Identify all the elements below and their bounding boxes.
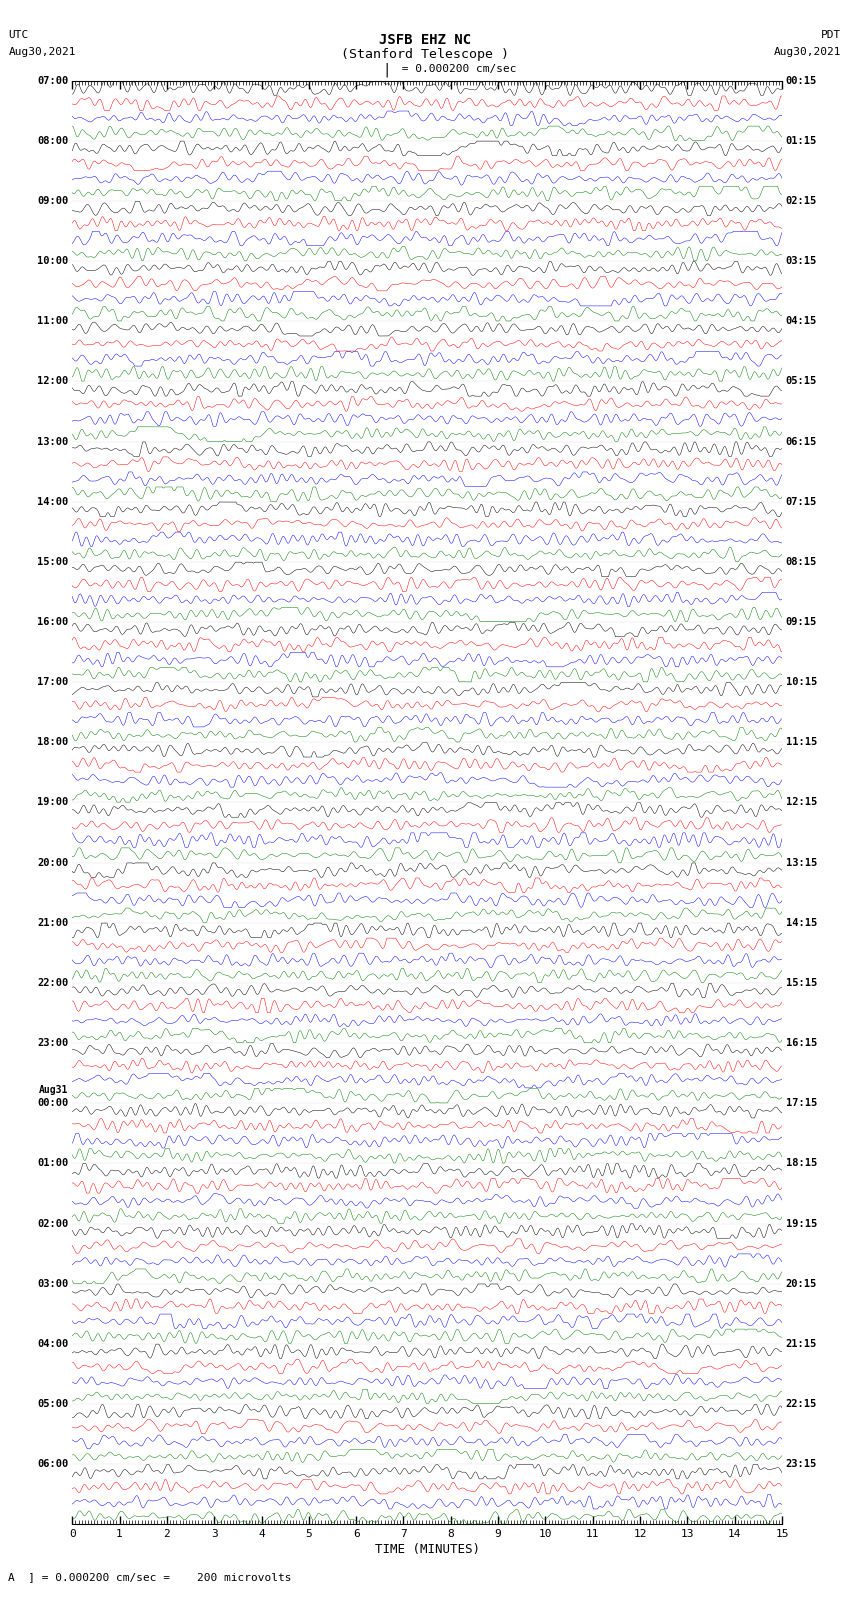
Text: 10:00: 10:00 — [37, 256, 69, 266]
Text: 09:00: 09:00 — [37, 195, 69, 206]
Text: 03:00: 03:00 — [37, 1279, 69, 1289]
Text: 08:15: 08:15 — [785, 556, 817, 566]
Text: 11:15: 11:15 — [785, 737, 817, 747]
Text: 21:00: 21:00 — [37, 918, 69, 927]
Text: 02:00: 02:00 — [37, 1218, 69, 1229]
Text: 18:00: 18:00 — [37, 737, 69, 747]
Text: 22:15: 22:15 — [785, 1398, 817, 1410]
Text: 16:15: 16:15 — [785, 1039, 817, 1048]
Text: 13:00: 13:00 — [37, 437, 69, 447]
Text: Aug30,2021: Aug30,2021 — [774, 47, 842, 56]
Text: 16:00: 16:00 — [37, 618, 69, 627]
Text: 01:15: 01:15 — [785, 135, 817, 145]
Text: 20:15: 20:15 — [785, 1279, 817, 1289]
Text: 15:00: 15:00 — [37, 556, 69, 566]
Text: JSFB EHZ NC: JSFB EHZ NC — [379, 34, 471, 47]
Text: 07:00: 07:00 — [37, 76, 69, 85]
X-axis label: TIME (MINUTES): TIME (MINUTES) — [375, 1544, 479, 1557]
Text: 04:15: 04:15 — [785, 316, 817, 326]
Text: 08:00: 08:00 — [37, 135, 69, 145]
Text: (Stanford Telescope ): (Stanford Telescope ) — [341, 48, 509, 61]
Text: 19:00: 19:00 — [37, 797, 69, 808]
Text: 05:15: 05:15 — [785, 376, 817, 387]
Text: 18:15: 18:15 — [785, 1158, 817, 1168]
Text: 23:15: 23:15 — [785, 1460, 817, 1469]
Text: UTC: UTC — [8, 31, 29, 40]
Text: A  ] = 0.000200 cm/sec =    200 microvolts: A ] = 0.000200 cm/sec = 200 microvolts — [8, 1573, 292, 1582]
Text: 20:00: 20:00 — [37, 858, 69, 868]
Text: 02:15: 02:15 — [785, 195, 817, 206]
Text: 17:00: 17:00 — [37, 677, 69, 687]
Text: 09:15: 09:15 — [785, 618, 817, 627]
Text: 22:00: 22:00 — [37, 977, 69, 987]
Text: |: | — [382, 63, 391, 76]
Text: 12:15: 12:15 — [785, 797, 817, 808]
Text: 14:00: 14:00 — [37, 497, 69, 506]
Text: 11:00: 11:00 — [37, 316, 69, 326]
Text: 06:15: 06:15 — [785, 437, 817, 447]
Text: 04:00: 04:00 — [37, 1339, 69, 1348]
Text: 01:00: 01:00 — [37, 1158, 69, 1168]
Text: = 0.000200 cm/sec: = 0.000200 cm/sec — [395, 65, 517, 74]
Text: 14:15: 14:15 — [785, 918, 817, 927]
Text: 15:15: 15:15 — [785, 977, 817, 987]
Text: 00:00: 00:00 — [37, 1098, 69, 1108]
Text: Aug30,2021: Aug30,2021 — [8, 47, 76, 56]
Text: 00:15: 00:15 — [785, 76, 817, 85]
Text: 12:00: 12:00 — [37, 376, 69, 387]
Text: 13:15: 13:15 — [785, 858, 817, 868]
Text: 06:00: 06:00 — [37, 1460, 69, 1469]
Text: Aug31: Aug31 — [39, 1084, 69, 1095]
Text: 10:15: 10:15 — [785, 677, 817, 687]
Text: 03:15: 03:15 — [785, 256, 817, 266]
Text: PDT: PDT — [821, 31, 842, 40]
Text: 07:15: 07:15 — [785, 497, 817, 506]
Text: 23:00: 23:00 — [37, 1039, 69, 1048]
Text: 17:15: 17:15 — [785, 1098, 817, 1108]
Text: 19:15: 19:15 — [785, 1218, 817, 1229]
Text: 21:15: 21:15 — [785, 1339, 817, 1348]
Text: 05:00: 05:00 — [37, 1398, 69, 1410]
